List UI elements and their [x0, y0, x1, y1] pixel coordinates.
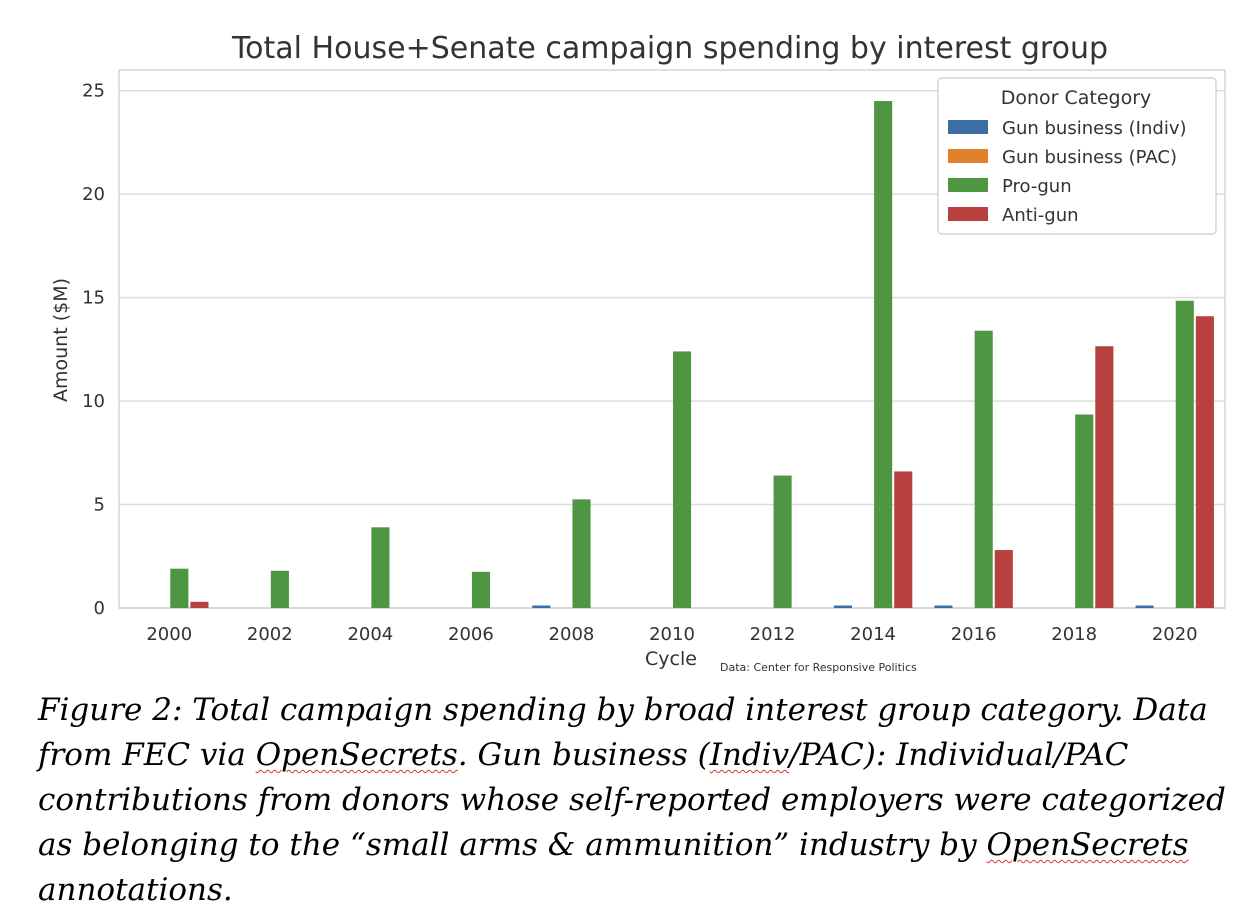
x-tick-label: 2018 — [1051, 624, 1097, 645]
bar — [170, 568, 189, 608]
legend-entry: Anti-gun — [1002, 205, 1079, 226]
y-tick-label: 5 — [94, 495, 105, 516]
caption-text-4: annotations. — [38, 872, 233, 908]
bar — [994, 550, 1013, 608]
caption-text-2: . Gun business ( — [457, 737, 710, 773]
legend-swatch — [948, 149, 988, 163]
bar — [1175, 300, 1194, 608]
bar — [1135, 605, 1154, 608]
caption-text-3: /PAC): Individual/PAC contributions from… — [38, 737, 1226, 863]
legend-entry: Gun business (Indiv) — [1002, 118, 1187, 139]
y-tick-label: 20 — [82, 184, 105, 205]
y-tick-label: 0 — [94, 598, 105, 619]
bar — [532, 605, 551, 608]
plot-frame — [118, 69, 1226, 609]
chart-title: Total House+Senate campaign spending by … — [231, 31, 1108, 66]
legend-swatch — [948, 207, 988, 221]
x-tick-label: 2004 — [347, 624, 393, 645]
y-tick-label: 15 — [82, 288, 105, 309]
x-axis-label: Cycle — [645, 648, 697, 670]
legend-title: Donor Category — [1001, 87, 1152, 109]
y-axis-label: Amount ($M) — [50, 278, 72, 402]
caption-opensecrets-2: OpenSecrets — [986, 827, 1189, 863]
bar — [1075, 414, 1094, 608]
bar — [471, 571, 491, 608]
y-axis-ticks: 0 5 10 15 20 25 — [82, 81, 105, 619]
y-tick-label: 10 — [82, 391, 105, 412]
x-tick-label: 2014 — [850, 624, 896, 645]
legend: Donor Category Gun business (Indiv) Gun b… — [937, 77, 1217, 235]
x-axis-ticks: 2000 2002 2004 2006 2008 2010 2012 2014 2016 2018… — [146, 624, 1197, 645]
figure-caption: Figure 2: Total campaign spending by bro… — [38, 688, 1228, 913]
bar — [190, 601, 209, 608]
bar — [371, 527, 390, 608]
bar — [1095, 346, 1114, 608]
bar — [833, 605, 852, 608]
bar — [572, 499, 591, 608]
x-tick-label: 2012 — [750, 624, 796, 645]
x-tick-label: 2008 — [549, 624, 595, 645]
legend-entry: Pro-gun — [1002, 176, 1072, 197]
legend-swatch — [948, 120, 988, 134]
x-tick-label: 2002 — [247, 624, 293, 645]
x-tick-label: 2000 — [146, 624, 192, 645]
bar — [974, 330, 993, 608]
caption-text-1: Figure 2: Total campaign spending by bro… — [38, 692, 1208, 773]
bar — [1195, 316, 1214, 608]
caption-opensecrets-1: OpenSecrets — [255, 737, 458, 773]
legend-box — [937, 77, 1217, 235]
x-tick-label: 2020 — [1152, 624, 1198, 645]
bar — [270, 570, 289, 608]
source-note: Data: Center for Responsive Politics — [720, 661, 917, 674]
legend-entry: Gun business (PAC) — [1002, 147, 1177, 168]
y-tick-label: 25 — [82, 81, 105, 102]
bar — [773, 475, 792, 608]
bar — [894, 471, 913, 608]
bars — [170, 101, 1214, 609]
caption-indiv: Indiv — [709, 737, 790, 773]
bar — [673, 351, 692, 608]
bar — [934, 605, 953, 608]
x-tick-label: 2010 — [649, 624, 695, 645]
legend-swatch — [948, 178, 988, 192]
bar-chart: Total House+Senate campaign spending by … — [50, 31, 1226, 674]
x-tick-label: 2016 — [951, 624, 997, 645]
x-tick-label: 2006 — [448, 624, 494, 645]
bar — [874, 101, 893, 609]
